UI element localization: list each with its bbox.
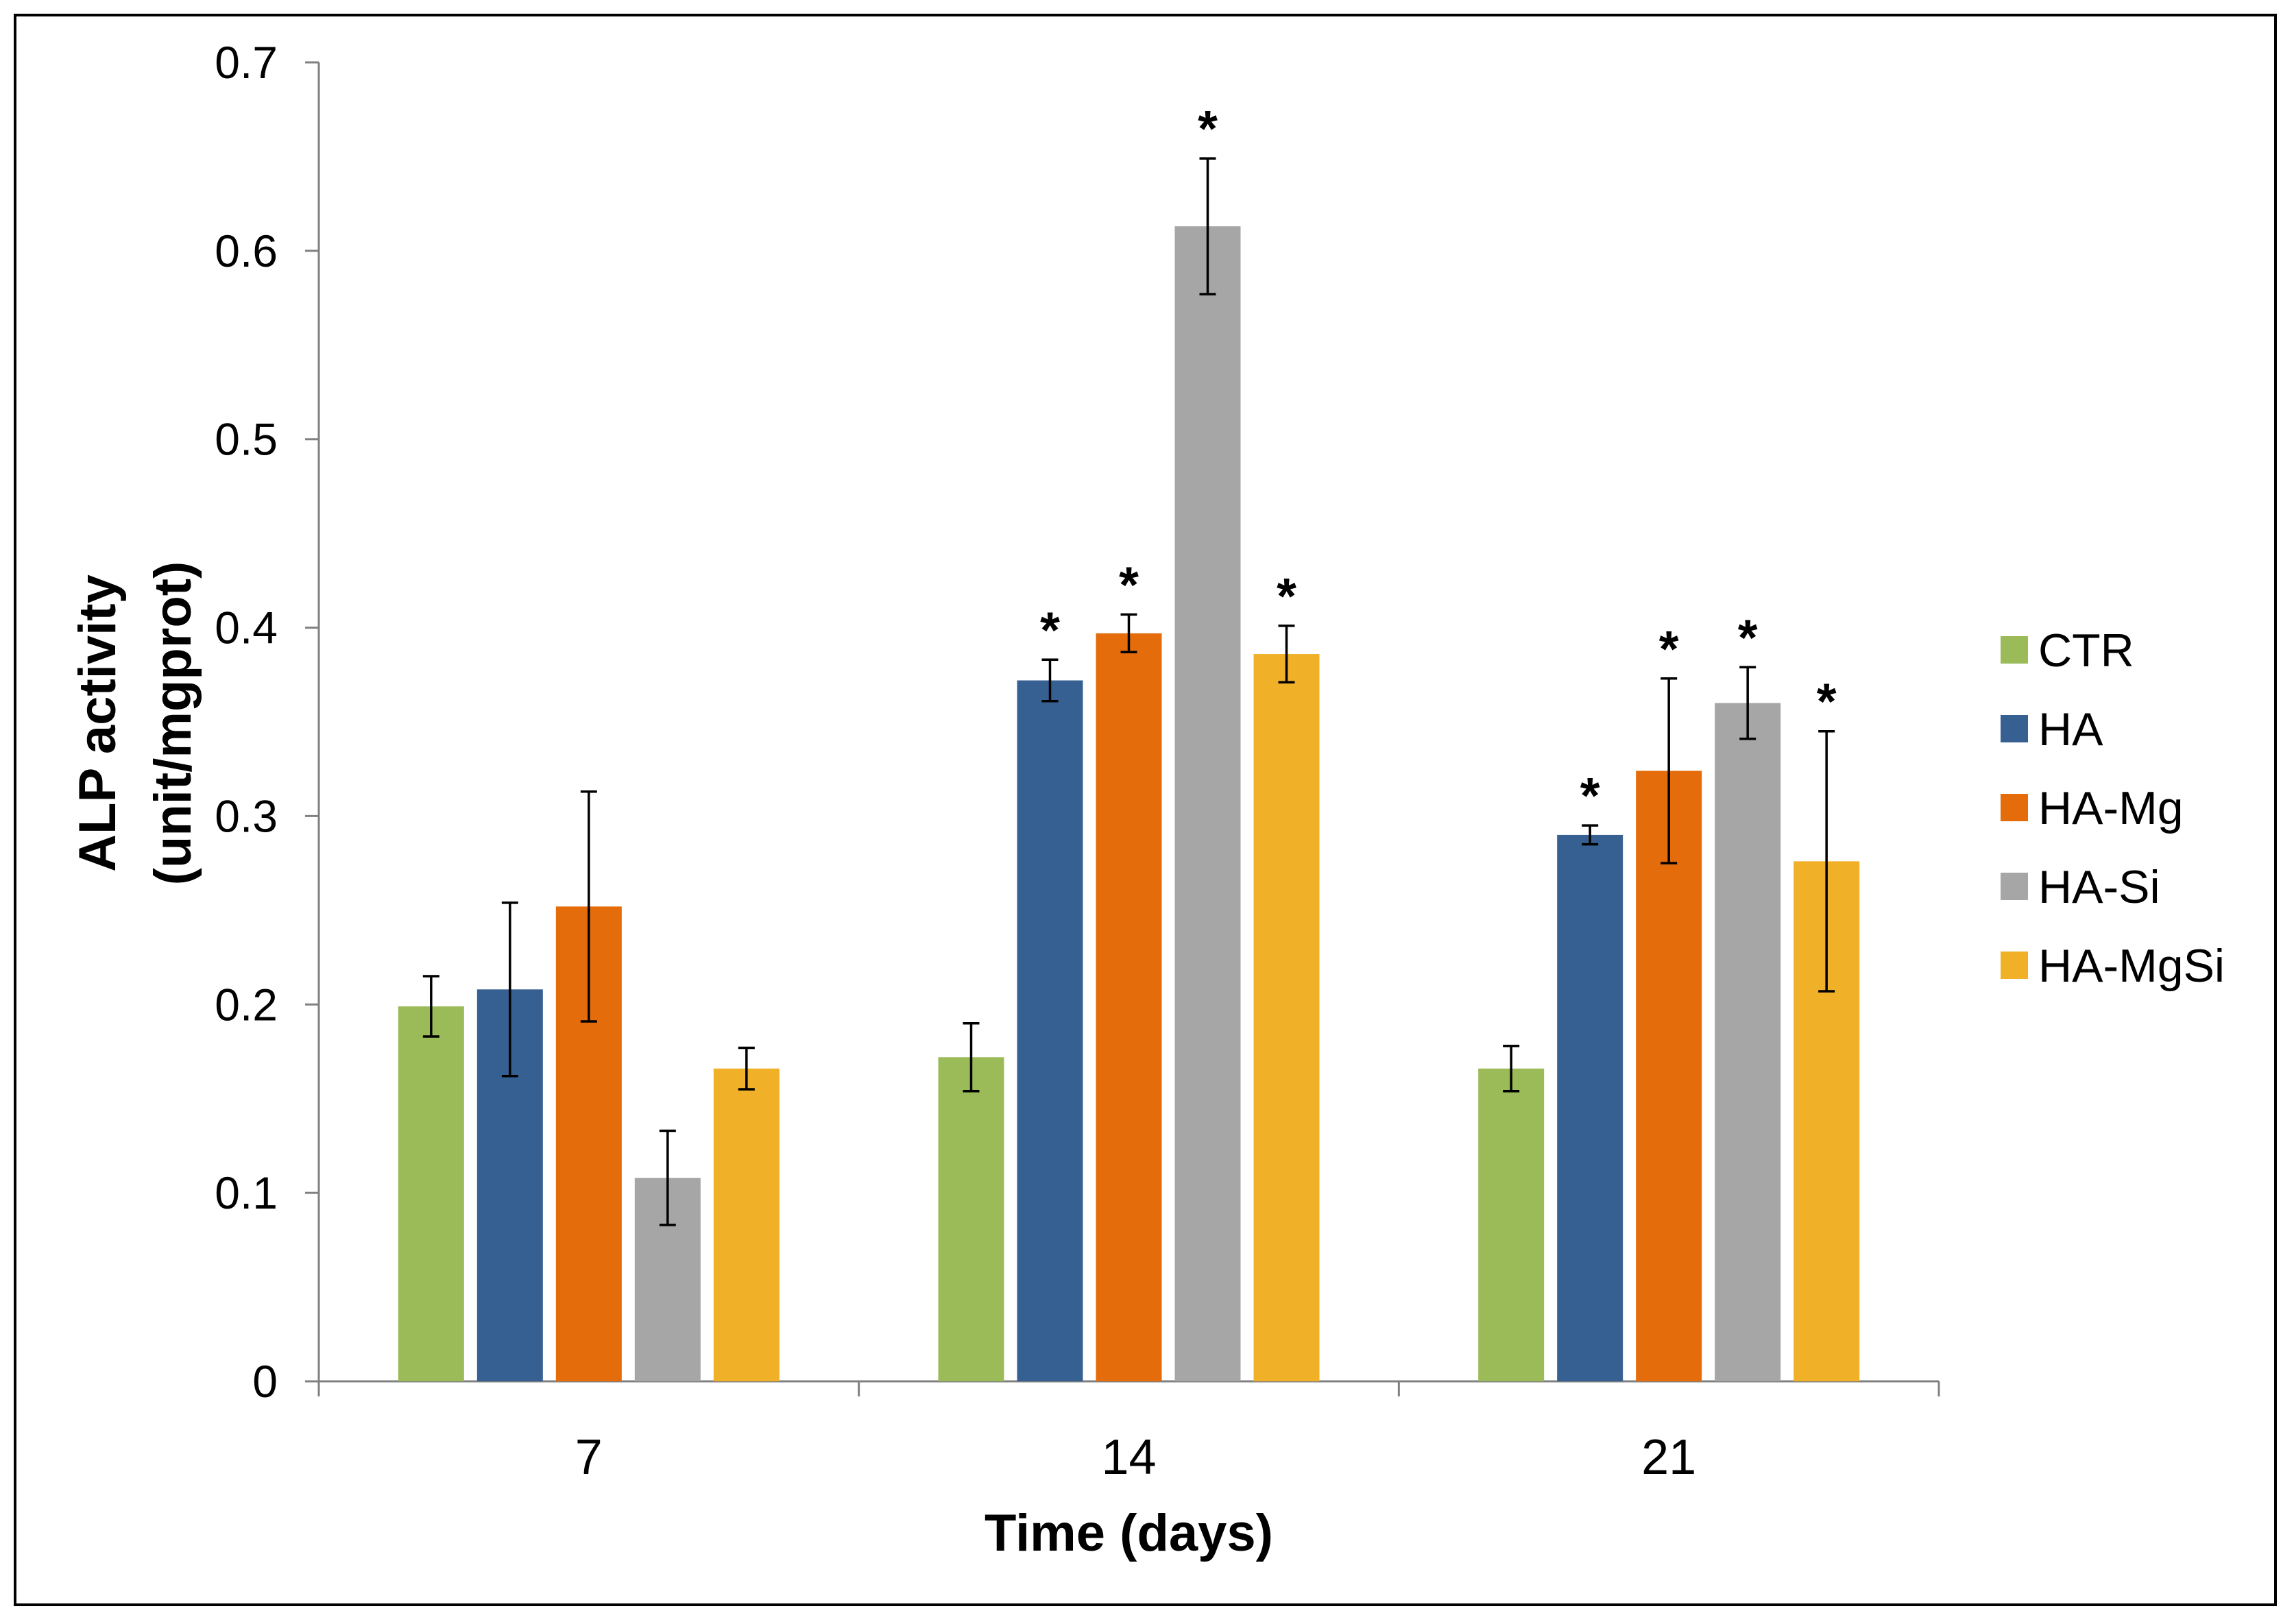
legend-swatch [2001,715,2028,742]
bar [713,1068,780,1381]
y-axis-title-line2: (unit/mgprot) [144,561,202,886]
significance-markers-layer: * * * * * * * * [1040,100,1837,824]
legend-label: HA-Mg [2038,782,2184,834]
y-tick-label: 0.3 [215,790,278,841]
labels-layer: Time (days) ALP activity (unit/mgprot) 0… [69,37,1696,1562]
legend: CTR HA HA-Mg HA-Si HA-MgSi [2001,625,2225,992]
significance-marker: * [1817,673,1837,730]
bar [1017,680,1083,1381]
significance-marker: * [1580,767,1600,824]
x-category-label: 14 [1101,1430,1156,1485]
bar [1174,226,1241,1381]
legend-label: HA-Si [2038,861,2160,913]
bar [398,1006,464,1381]
y-tick-label: 0.2 [215,979,278,1030]
bars-layer [398,226,1860,1381]
y-tick-label: 0.4 [215,603,278,653]
bar [1478,1068,1545,1381]
y-tick-label: 0.5 [215,414,278,465]
significance-marker: * [1659,620,1679,677]
legend-label: HA [2038,703,2103,755]
y-axis-title-line1: ALP activity [69,574,127,872]
y-tick-label: 0 [252,1356,278,1407]
bar [1557,834,1623,1381]
x-category-label: 21 [1641,1430,1696,1485]
significance-marker: * [1040,601,1060,658]
legend-label: HA-MgSi [2038,940,2225,992]
significance-marker: * [1277,568,1296,625]
legend-label: CTR [2038,625,2134,677]
legend-swatch [2001,952,2028,979]
bar [938,1057,1004,1381]
error-bars-layer [422,157,1835,1226]
x-category-label: 7 [575,1430,603,1485]
significance-marker: * [1119,556,1139,613]
bar [1253,654,1320,1381]
legend-swatch [2001,636,2028,664]
significance-marker: * [1738,609,1758,666]
legend-swatch [2001,794,2028,821]
y-tick-label: 0.1 [215,1167,278,1218]
x-axis-title: Time (days) [985,1504,1273,1562]
legend-swatch [2001,873,2028,900]
bar [1636,771,1702,1381]
significance-marker: * [1198,100,1218,157]
bar [1715,703,1781,1381]
y-tick-label: 0.7 [215,37,278,88]
y-tick-label: 0.6 [215,226,278,276]
bar [1096,633,1162,1381]
